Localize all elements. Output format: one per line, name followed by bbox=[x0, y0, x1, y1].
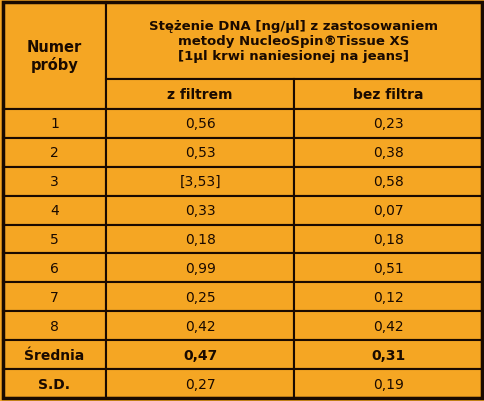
Bar bbox=[106, 138, 294, 167]
Text: Stężenie DNA [ng/μl] z zastosowaniem
metody NucleoSpin®Tissue XS
[1μl krwi nanie: Stężenie DNA [ng/μl] z zastosowaniem met… bbox=[149, 20, 438, 63]
Bar bbox=[106, 80, 294, 109]
Bar bbox=[106, 312, 294, 340]
Text: 0,18: 0,18 bbox=[372, 233, 403, 246]
Bar bbox=[294, 369, 481, 398]
Text: 0,38: 0,38 bbox=[372, 146, 403, 160]
Text: 0,58: 0,58 bbox=[372, 175, 403, 189]
Text: 0,42: 0,42 bbox=[184, 319, 215, 333]
Text: 0,53: 0,53 bbox=[184, 146, 215, 160]
Bar bbox=[106, 109, 294, 138]
Bar bbox=[3, 283, 106, 312]
Text: z filtrem: z filtrem bbox=[167, 88, 232, 102]
Bar bbox=[106, 369, 294, 398]
Bar bbox=[294, 80, 481, 109]
Text: 0,18: 0,18 bbox=[184, 233, 215, 246]
Bar bbox=[294, 312, 481, 340]
Text: 1: 1 bbox=[50, 117, 59, 131]
Text: 0,51: 0,51 bbox=[372, 261, 403, 275]
Text: 0,25: 0,25 bbox=[184, 290, 215, 304]
Text: 0,99: 0,99 bbox=[184, 261, 215, 275]
Bar bbox=[106, 340, 294, 369]
Text: 8: 8 bbox=[50, 319, 59, 333]
Text: [3,53]: [3,53] bbox=[179, 175, 221, 189]
Text: 0,07: 0,07 bbox=[372, 204, 403, 218]
Bar bbox=[106, 283, 294, 312]
Text: 0,42: 0,42 bbox=[372, 319, 403, 333]
Bar bbox=[106, 254, 294, 283]
Bar bbox=[3, 138, 106, 167]
Bar bbox=[294, 196, 481, 225]
Bar bbox=[3, 254, 106, 283]
Bar bbox=[3, 167, 106, 196]
Text: 5: 5 bbox=[50, 233, 59, 246]
Text: 0,47: 0,47 bbox=[182, 348, 217, 362]
Text: 4: 4 bbox=[50, 204, 59, 218]
Bar bbox=[3, 3, 106, 109]
Text: S.D.: S.D. bbox=[38, 377, 70, 391]
Bar bbox=[106, 167, 294, 196]
Bar bbox=[106, 225, 294, 254]
Text: 0,19: 0,19 bbox=[372, 377, 403, 391]
Bar bbox=[3, 312, 106, 340]
Text: 6: 6 bbox=[50, 261, 59, 275]
Text: 0,31: 0,31 bbox=[370, 348, 405, 362]
Bar bbox=[3, 196, 106, 225]
Text: bez filtra: bez filtra bbox=[352, 88, 423, 102]
Text: Średnia: Średnia bbox=[24, 348, 84, 362]
Text: 0,12: 0,12 bbox=[372, 290, 403, 304]
Bar bbox=[3, 340, 106, 369]
Bar bbox=[294, 138, 481, 167]
Bar bbox=[3, 369, 106, 398]
Bar bbox=[294, 283, 481, 312]
Text: 0,33: 0,33 bbox=[184, 204, 215, 218]
Bar bbox=[106, 196, 294, 225]
Bar bbox=[294, 340, 481, 369]
Bar bbox=[3, 225, 106, 254]
Bar bbox=[294, 225, 481, 254]
Bar bbox=[106, 3, 481, 80]
Text: 3: 3 bbox=[50, 175, 59, 189]
Text: 0,56: 0,56 bbox=[184, 117, 215, 131]
Text: 0,23: 0,23 bbox=[372, 117, 403, 131]
Text: 2: 2 bbox=[50, 146, 59, 160]
Bar bbox=[294, 254, 481, 283]
Bar bbox=[294, 109, 481, 138]
Bar bbox=[3, 109, 106, 138]
Text: 7: 7 bbox=[50, 290, 59, 304]
Text: Numer
próby: Numer próby bbox=[27, 40, 82, 73]
Text: 0,27: 0,27 bbox=[184, 377, 215, 391]
Bar bbox=[294, 167, 481, 196]
